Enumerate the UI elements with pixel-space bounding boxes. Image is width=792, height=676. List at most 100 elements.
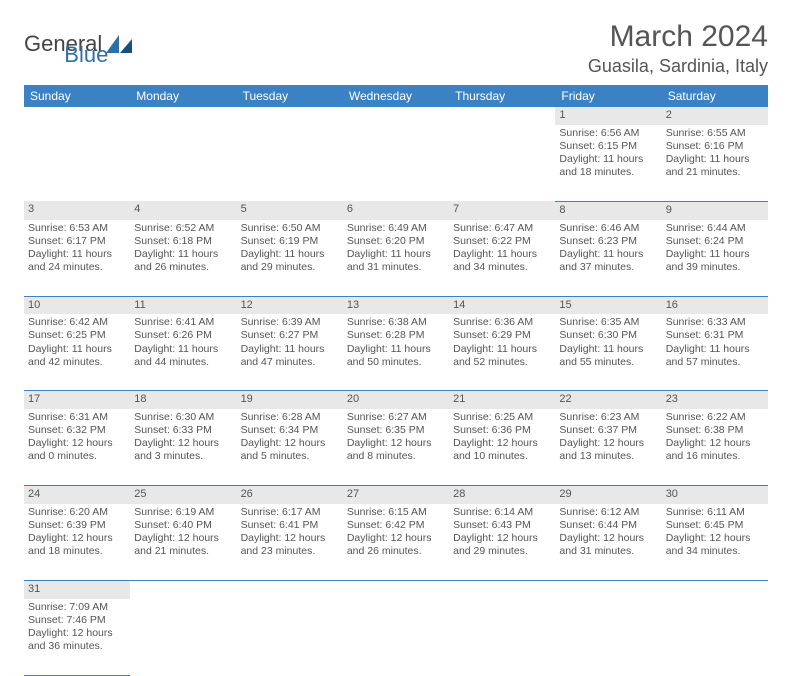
sunrise-line: Sunrise: 6:56 AM [559, 127, 657, 140]
sunrise-line: Sunrise: 6:22 AM [666, 411, 764, 424]
day-number-cell: 14 [449, 296, 555, 314]
sunrise-line: Sunrise: 6:19 AM [134, 506, 232, 519]
sunrise-line: Sunrise: 6:38 AM [347, 316, 445, 329]
day-cell: Sunrise: 6:35 AMSunset: 6:30 PMDaylight:… [555, 314, 661, 391]
day-content-row: Sunrise: 6:20 AMSunset: 6:39 PMDaylight:… [24, 504, 768, 581]
daylight-line: Daylight: 12 hours and 26 minutes. [347, 532, 445, 558]
day-cell: Sunrise: 6:41 AMSunset: 6:26 PMDaylight:… [130, 314, 236, 391]
day-number-cell: 3 [24, 201, 130, 219]
daylight-line: Daylight: 11 hours and 21 minutes. [666, 153, 764, 179]
sunset-line: Sunset: 6:24 PM [666, 235, 764, 248]
day-content-row: Sunrise: 6:56 AMSunset: 6:15 PMDaylight:… [24, 125, 768, 202]
sunrise-line: Sunrise: 6:20 AM [28, 506, 126, 519]
day-number-cell: 26 [237, 486, 343, 504]
day-number-cell: 31 [24, 580, 130, 598]
weekday-header: Saturday [662, 85, 768, 107]
day-cell: Sunrise: 6:28 AMSunset: 6:34 PMDaylight:… [237, 409, 343, 486]
day-number-cell: 18 [130, 391, 236, 409]
day-number-cell [449, 580, 555, 598]
day-cell: Sunrise: 6:20 AMSunset: 6:39 PMDaylight:… [24, 504, 130, 581]
day-cell: Sunrise: 6:14 AMSunset: 6:43 PMDaylight:… [449, 504, 555, 581]
day-cell: Sunrise: 6:30 AMSunset: 6:33 PMDaylight:… [130, 409, 236, 486]
day-cell: Sunrise: 6:17 AMSunset: 6:41 PMDaylight:… [237, 504, 343, 581]
sunrise-line: Sunrise: 6:30 AM [134, 411, 232, 424]
day-number-cell: 21 [449, 391, 555, 409]
daylight-line: Daylight: 12 hours and 16 minutes. [666, 437, 764, 463]
day-number-cell: 10 [24, 296, 130, 314]
sunset-line: Sunset: 6:30 PM [559, 329, 657, 342]
daylight-line: Daylight: 11 hours and 44 minutes. [134, 343, 232, 369]
day-cell [343, 125, 449, 202]
day-number-cell: 23 [662, 391, 768, 409]
day-cell [24, 125, 130, 202]
day-number-cell [343, 580, 449, 598]
sunset-line: Sunset: 6:19 PM [241, 235, 339, 248]
day-number-cell: 22 [555, 391, 661, 409]
sunset-line: Sunset: 6:32 PM [28, 424, 126, 437]
sunrise-line: Sunrise: 6:27 AM [347, 411, 445, 424]
weekday-header: Tuesday [237, 85, 343, 107]
sunset-line: Sunset: 6:33 PM [134, 424, 232, 437]
weekday-header: Sunday [24, 85, 130, 107]
sunrise-line: Sunrise: 6:47 AM [453, 222, 551, 235]
sunrise-line: Sunrise: 6:41 AM [134, 316, 232, 329]
day-content-row: Sunrise: 6:31 AMSunset: 6:32 PMDaylight:… [24, 409, 768, 486]
day-cell: Sunrise: 7:09 AMSunset: 7:46 PMDaylight:… [24, 599, 130, 676]
sunset-line: Sunset: 6:31 PM [666, 329, 764, 342]
sunset-line: Sunset: 6:34 PM [241, 424, 339, 437]
sunrise-line: Sunrise: 6:52 AM [134, 222, 232, 235]
daylight-line: Daylight: 12 hours and 23 minutes. [241, 532, 339, 558]
calendar-table: SundayMondayTuesdayWednesdayThursdayFrid… [24, 85, 768, 676]
day-cell: Sunrise: 6:38 AMSunset: 6:28 PMDaylight:… [343, 314, 449, 391]
day-number-cell: 5 [237, 201, 343, 219]
day-cell [449, 125, 555, 202]
day-number-cell [449, 107, 555, 125]
day-cell: Sunrise: 6:36 AMSunset: 6:29 PMDaylight:… [449, 314, 555, 391]
day-cell: Sunrise: 6:50 AMSunset: 6:19 PMDaylight:… [237, 220, 343, 297]
header: General Blue March 2024 Guasila, Sardini… [24, 20, 768, 77]
day-cell: Sunrise: 6:46 AMSunset: 6:23 PMDaylight:… [555, 220, 661, 297]
day-cell [449, 599, 555, 676]
day-cell: Sunrise: 6:23 AMSunset: 6:37 PMDaylight:… [555, 409, 661, 486]
sunrise-line: Sunrise: 6:55 AM [666, 127, 764, 140]
sunset-line: Sunset: 6:18 PM [134, 235, 232, 248]
day-number-cell: 15 [555, 296, 661, 314]
day-number-cell [343, 107, 449, 125]
sunrise-line: Sunrise: 6:46 AM [559, 222, 657, 235]
day-number-cell [555, 580, 661, 598]
sunset-line: Sunset: 6:44 PM [559, 519, 657, 532]
daylight-line: Daylight: 12 hours and 3 minutes. [134, 437, 232, 463]
day-cell [662, 599, 768, 676]
day-cell: Sunrise: 6:11 AMSunset: 6:45 PMDaylight:… [662, 504, 768, 581]
daylight-line: Daylight: 11 hours and 52 minutes. [453, 343, 551, 369]
daylight-line: Daylight: 11 hours and 57 minutes. [666, 343, 764, 369]
day-cell: Sunrise: 6:52 AMSunset: 6:18 PMDaylight:… [130, 220, 236, 297]
day-cell [237, 599, 343, 676]
sunset-line: Sunset: 6:36 PM [453, 424, 551, 437]
sunset-line: Sunset: 6:17 PM [28, 235, 126, 248]
sunrise-line: Sunrise: 6:14 AM [453, 506, 551, 519]
daylight-line: Daylight: 11 hours and 18 minutes. [559, 153, 657, 179]
sunset-line: Sunset: 6:26 PM [134, 329, 232, 342]
sunrise-line: Sunrise: 6:23 AM [559, 411, 657, 424]
daylight-line: Daylight: 12 hours and 34 minutes. [666, 532, 764, 558]
day-number-cell: 25 [130, 486, 236, 504]
sunrise-line: Sunrise: 6:28 AM [241, 411, 339, 424]
sunrise-line: Sunrise: 6:17 AM [241, 506, 339, 519]
day-cell [237, 125, 343, 202]
day-number-cell: 4 [130, 201, 236, 219]
sunset-line: Sunset: 6:15 PM [559, 140, 657, 153]
sunrise-line: Sunrise: 6:50 AM [241, 222, 339, 235]
day-cell: Sunrise: 6:42 AMSunset: 6:25 PMDaylight:… [24, 314, 130, 391]
daylight-line: Daylight: 11 hours and 37 minutes. [559, 248, 657, 274]
day-cell: Sunrise: 6:53 AMSunset: 6:17 PMDaylight:… [24, 220, 130, 297]
sunrise-line: Sunrise: 6:15 AM [347, 506, 445, 519]
sunrise-line: Sunrise: 6:11 AM [666, 506, 764, 519]
daylight-line: Daylight: 12 hours and 0 minutes. [28, 437, 126, 463]
day-content-row: Sunrise: 6:42 AMSunset: 6:25 PMDaylight:… [24, 314, 768, 391]
daylight-line: Daylight: 11 hours and 26 minutes. [134, 248, 232, 274]
day-cell: Sunrise: 6:19 AMSunset: 6:40 PMDaylight:… [130, 504, 236, 581]
daylight-line: Daylight: 11 hours and 39 minutes. [666, 248, 764, 274]
day-cell: Sunrise: 6:31 AMSunset: 6:32 PMDaylight:… [24, 409, 130, 486]
day-number-cell: 6 [343, 201, 449, 219]
